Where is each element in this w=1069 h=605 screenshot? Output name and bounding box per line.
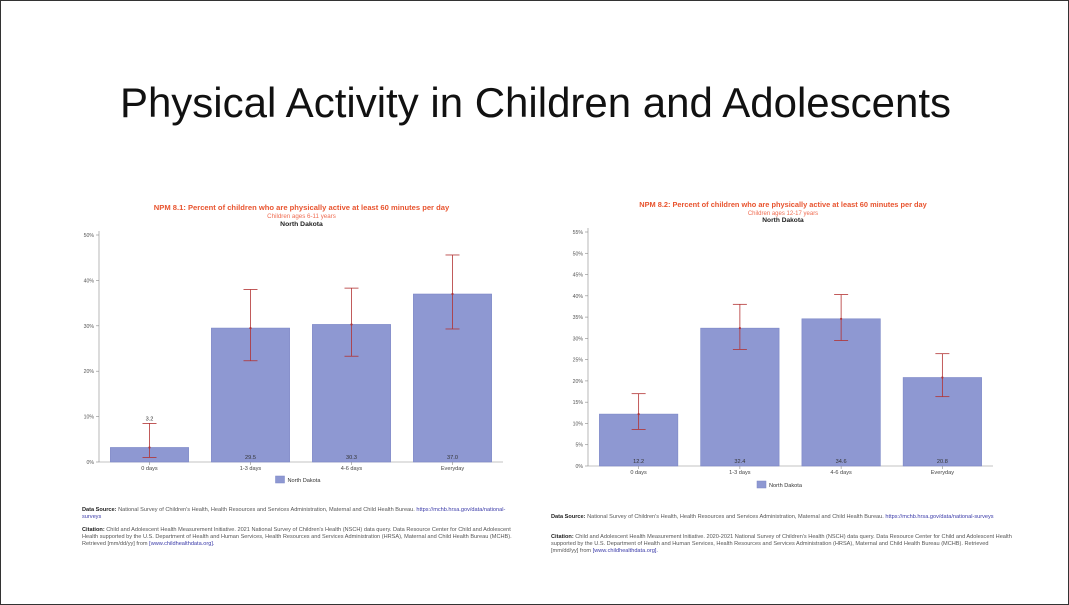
chart-npm-8-1: NPM 8.1: Percent of children who are phy…: [79, 196, 524, 496]
data-label: 37.0: [447, 455, 458, 461]
chart-npm-8-2: NPM 8.2: Percent of children who are phy…: [548, 196, 1018, 496]
data-source-note: Data Source: National Survey of Children…: [82, 507, 522, 521]
x-tick-label: 1-3 days: [240, 466, 262, 472]
chart-location-label: North Dakota: [762, 217, 804, 224]
chart-subtitle: Children ages 6-11 years: [267, 213, 336, 220]
citation-link[interactable]: [www.childhealthdata.org].: [593, 548, 658, 554]
y-tick-label: 25%: [573, 358, 584, 364]
data-label: 34.6: [836, 459, 847, 465]
point-estimate-marker: [739, 327, 741, 329]
y-tick-label: 45%: [573, 273, 584, 279]
chart-panel-npm-8-1: NPM 8.1: Percent of children who are phy…: [79, 196, 524, 496]
x-tick-label: 0 days: [630, 470, 647, 476]
data-source-note: Data Source: National Survey of Children…: [551, 514, 1016, 521]
chart-title: NPM 8.2: Percent of children who are phy…: [639, 200, 927, 209]
data-label: 30.3: [346, 455, 357, 461]
data-source-link[interactable]: https://mchb.hrsa.gov/data/national-surv…: [885, 514, 993, 520]
y-tick-label: 35%: [573, 315, 584, 321]
x-tick-label: 1-3 days: [729, 470, 751, 476]
y-tick-label: 0%: [87, 460, 95, 466]
x-tick-label: Everyday: [931, 470, 955, 476]
y-tick-label: 15%: [573, 400, 584, 406]
point-estimate-marker: [350, 323, 352, 325]
y-tick-label: 55%: [573, 230, 584, 236]
data-label: 12.2: [633, 459, 644, 465]
chart-panel-npm-8-2: NPM 8.2: Percent of children who are phy…: [548, 196, 1018, 496]
y-tick-label: 30%: [84, 324, 95, 330]
x-tick-label: Everyday: [441, 466, 465, 472]
legend-label: North Dakota: [769, 483, 803, 489]
chart-title: NPM 8.1: Percent of children who are phy…: [154, 203, 450, 212]
legend-label: North Dakota: [288, 478, 322, 484]
data-label: 32.4: [734, 459, 745, 465]
citation-note: Citation: Child and Adolescent Health Me…: [551, 534, 1016, 555]
y-tick-label: 30%: [573, 336, 584, 342]
y-tick-label: 40%: [84, 278, 95, 284]
y-tick-label: 20%: [84, 369, 95, 375]
point-estimate-marker: [249, 327, 251, 329]
data-label: 20.8: [937, 459, 948, 465]
chart-location-label: North Dakota: [280, 221, 323, 228]
data-label: 29.5: [245, 455, 256, 461]
y-tick-label: 10%: [84, 415, 95, 421]
legend-swatch: [757, 481, 766, 488]
citation-link[interactable]: [www.childhealthdata.org].: [149, 541, 214, 547]
legend-swatch: [276, 476, 285, 483]
y-tick-label: 40%: [573, 294, 584, 300]
y-tick-label: 50%: [84, 233, 95, 239]
y-tick-label: 50%: [573, 251, 584, 257]
point-estimate-marker: [451, 293, 453, 295]
point-estimate-marker: [638, 413, 640, 415]
point-estimate-marker: [148, 446, 150, 448]
data-label: 3.2: [146, 416, 154, 422]
y-tick-label: 10%: [573, 421, 584, 427]
y-tick-label: 5%: [576, 443, 584, 449]
point-estimate-marker: [840, 318, 842, 320]
x-tick-label: 4-6 days: [341, 466, 363, 472]
citation-note: Citation: Child and Adolescent Health Me…: [82, 527, 522, 548]
y-tick-label: 20%: [573, 379, 584, 385]
y-tick-label: 0%: [576, 464, 584, 470]
point-estimate-marker: [941, 376, 943, 378]
x-tick-label: 0 days: [141, 466, 158, 472]
x-tick-label: 4-6 days: [830, 470, 852, 476]
slide-title: Physical Activity in Children and Adoles…: [1, 79, 1069, 127]
